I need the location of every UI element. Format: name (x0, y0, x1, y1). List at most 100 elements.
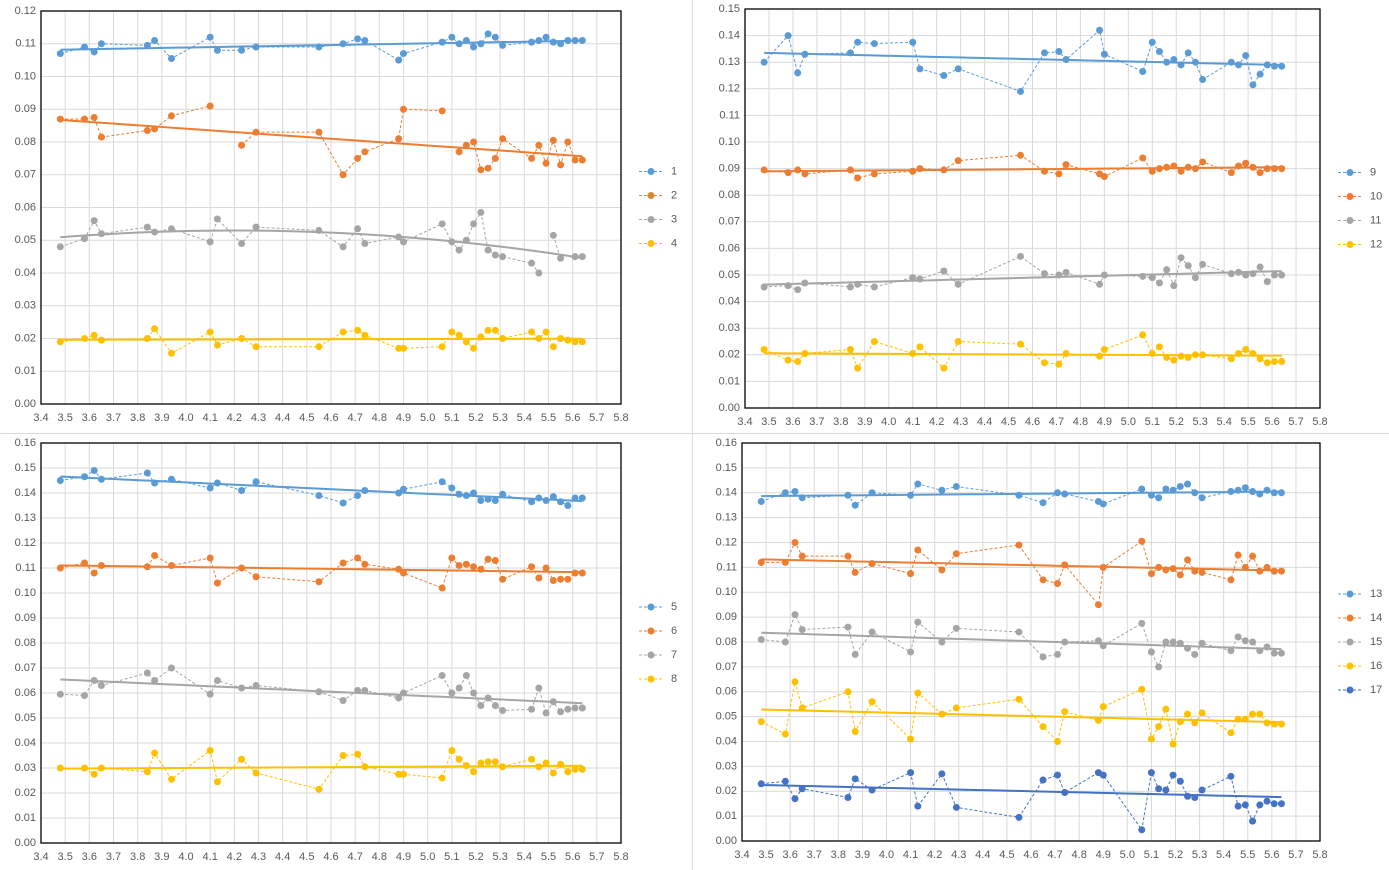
data-point (252, 43, 260, 51)
series-line (763, 29, 1282, 93)
data-point (909, 349, 917, 357)
data-point (914, 802, 922, 810)
data-point (578, 494, 586, 502)
y-tick-label: 0.16 (15, 437, 36, 449)
data-point (1191, 650, 1199, 658)
plot-border (741, 442, 1321, 842)
data-point (470, 689, 478, 697)
data-point (97, 40, 105, 48)
x-tick-label: 5.7 (1288, 849, 1303, 861)
data-point (1199, 75, 1207, 83)
y-tick-label: 0.06 (15, 201, 36, 213)
data-point (791, 611, 799, 619)
data-point (535, 269, 543, 277)
data-point (213, 778, 221, 786)
y-tick-label: 0.05 (716, 711, 737, 723)
series-line (60, 327, 583, 354)
data-point (206, 238, 214, 246)
data-point (1170, 56, 1178, 64)
data-point (578, 765, 586, 773)
data-point (1235, 349, 1243, 357)
data-point (1100, 50, 1108, 58)
y-tick-label: 0.14 (15, 487, 36, 499)
data-point (1198, 786, 1206, 794)
x-tick-label: 5.1 (444, 851, 459, 863)
data-point (315, 226, 323, 234)
data-point (1249, 552, 1257, 560)
data-point (954, 157, 962, 165)
data-point (354, 326, 362, 334)
y-tick-label: 0.08 (719, 189, 740, 201)
data-point (168, 225, 175, 233)
data-point (1155, 723, 1163, 731)
data-point (1147, 735, 1155, 743)
data-point (1191, 165, 1199, 173)
y-tick-label: 0.01 (719, 375, 740, 387)
x-tick-label: 3.9 (857, 416, 872, 428)
y-tick-label: 0.14 (716, 487, 737, 499)
data-point (851, 728, 859, 736)
data-point (97, 133, 105, 141)
data-point (315, 43, 323, 51)
data-point (470, 768, 478, 776)
data-point (1256, 710, 1264, 718)
legend-label: 1 (671, 165, 677, 177)
data-point (1169, 565, 1177, 573)
x-tick-label: 4.1 (903, 849, 918, 861)
y-tick-label: 0.03 (716, 760, 737, 772)
data-point (757, 636, 765, 644)
data-point (1198, 709, 1206, 717)
data-point (1139, 331, 1147, 339)
data-point (470, 563, 478, 571)
data-point (1184, 644, 1192, 652)
data-point (1162, 638, 1170, 646)
data-point (1163, 353, 1171, 361)
data-point (1055, 48, 1063, 56)
data-point (81, 559, 88, 567)
data-point (1227, 576, 1235, 584)
x-tick-label: 4.5 (999, 849, 1014, 861)
data-point (151, 749, 159, 757)
data-point (571, 704, 579, 712)
data-point (213, 677, 221, 684)
data-point (1170, 356, 1178, 364)
data-point (339, 499, 347, 507)
legend-marker (1346, 638, 1354, 646)
x-tick-label: 5.0 (420, 851, 435, 863)
data-point (578, 704, 586, 712)
data-point (499, 490, 507, 498)
data-point (499, 335, 507, 342)
data-point (1241, 801, 1249, 809)
data-point (1277, 720, 1285, 728)
legend-marker (647, 651, 655, 659)
x-tick-label: 4.2 (929, 416, 944, 428)
data-point (448, 747, 456, 754)
data-point (438, 672, 446, 679)
data-point (151, 677, 159, 684)
data-point (535, 763, 543, 771)
data-point (361, 763, 369, 771)
y-tick-label: 0.01 (15, 365, 36, 377)
data-point (455, 246, 463, 254)
data-point (438, 38, 446, 46)
data-point (400, 689, 407, 697)
data-point (339, 697, 347, 704)
data-point (361, 487, 369, 494)
y-tick-label: 0.04 (719, 296, 740, 308)
x-tick-label: 5.4 (517, 851, 532, 863)
data-point (1099, 771, 1107, 779)
data-point (557, 335, 565, 342)
y-tick-label: 0.06 (15, 687, 36, 699)
data-point (1139, 272, 1147, 280)
data-point (400, 105, 407, 113)
data-point (143, 669, 151, 677)
x-tick-label: 5.0 (420, 412, 435, 424)
x-tick-label: 4.5 (1001, 416, 1016, 428)
data-point (940, 166, 948, 174)
data-point (56, 690, 64, 698)
data-point (760, 166, 768, 174)
data-point (143, 41, 151, 49)
data-point (1163, 58, 1171, 66)
data-point (1055, 360, 1063, 368)
data-point (1169, 486, 1177, 494)
